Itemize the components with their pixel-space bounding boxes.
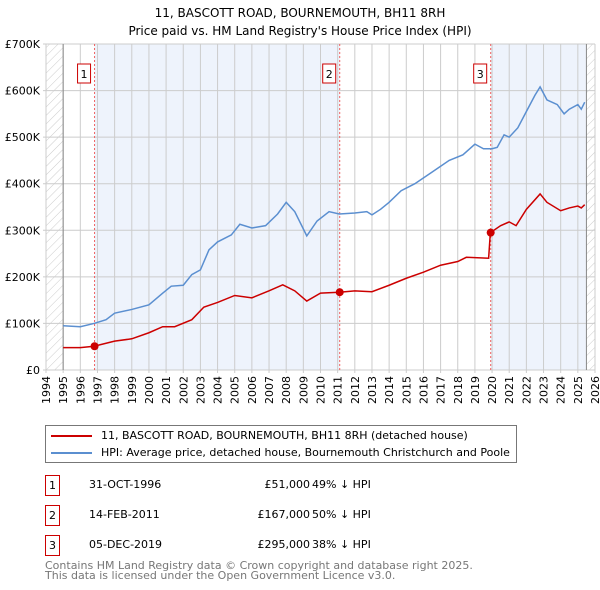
sale-price: £167,000	[257, 508, 311, 521]
y-tick-label: £600K	[5, 85, 41, 98]
x-tick-label: 2008	[280, 376, 293, 404]
sale-date: 31-OCT-1996	[89, 478, 162, 491]
footer-line: This data is licensed under the Open Gov…	[45, 569, 396, 582]
x-tick-label: 2021	[503, 376, 516, 404]
sale-row: 3 05-DEC-2019 £295,000 38% ↓ HPI	[45, 535, 445, 556]
sale-date: 14-FEB-2011	[89, 508, 160, 521]
sale-price: £51,000	[264, 478, 311, 491]
y-tick-label: £200K	[5, 271, 41, 284]
x-tick-label: 1996	[74, 376, 87, 404]
x-tick-label: 2025	[572, 376, 585, 404]
x-tick-label: 1994	[40, 376, 53, 404]
y-tick-label: £0	[26, 364, 40, 377]
x-tick-label: 2015	[400, 376, 413, 404]
x-tick-label: 1998	[109, 376, 122, 404]
sale-point	[90, 342, 99, 351]
hatched-region	[586, 44, 595, 370]
x-tick-label: 2003	[194, 376, 207, 404]
x-tick-label: 1997	[91, 376, 104, 404]
x-tick-label: 2019	[469, 376, 482, 404]
sale-hpi-diff: 38% ↓ HPI	[312, 538, 371, 551]
sale-point	[335, 288, 344, 297]
sale-badge: 2	[45, 505, 60, 526]
x-tick-label: 1999	[126, 376, 139, 404]
price-chart: 11, BASCOTT ROAD, BOURNEMOUTH, BH11 8RH …	[5, 6, 600, 404]
x-tick-label: 2018	[452, 376, 465, 404]
x-tick-label: 2005	[229, 376, 242, 404]
legend-swatch	[51, 434, 92, 437]
x-tick-label: 1995	[57, 376, 70, 404]
legend-label: 11, BASCOTT ROAD, BOURNEMOUTH, BH11 8RH …	[101, 429, 468, 442]
sale-hpi-diff: 50% ↓ HPI	[312, 508, 371, 521]
x-tick-label: 2002	[177, 376, 190, 404]
x-tick-label: 2001	[160, 376, 173, 404]
legend-item-hpi: HPI: Average price, detached house, Bour…	[51, 446, 510, 459]
sale-row: 1 31-OCT-1996 £51,000 49% ↓ HPI	[45, 475, 445, 496]
sale-marker-number: 3	[477, 68, 484, 81]
x-tick-label: 2000	[143, 376, 156, 404]
x-tick-label: 2013	[366, 376, 379, 404]
chart-subtitle: Price paid vs. HM Land Registry's House …	[128, 24, 471, 38]
x-tick-label: 2007	[263, 376, 276, 404]
x-tick-label: 2016	[417, 376, 430, 404]
x-tick-label: 2024	[555, 376, 568, 404]
y-tick-label: £300K	[5, 224, 41, 237]
x-tick-label: 2009	[297, 376, 310, 404]
sale-marker-badge	[322, 63, 337, 84]
sale-row: 2 14-FEB-2011 £167,000 50% ↓ HPI	[45, 505, 445, 526]
sale-badge: 3	[45, 535, 60, 556]
sale-marker-number: 1	[81, 68, 88, 81]
series-line	[63, 85, 586, 328]
sale-date: 05-DEC-2019	[89, 538, 163, 551]
sale-price: £295,000	[257, 538, 311, 551]
y-tick-label: £100K	[5, 317, 41, 330]
x-tick-label: 2023	[538, 376, 551, 404]
y-tick-label: £500K	[5, 131, 41, 144]
x-tick-label: 2022	[520, 376, 533, 404]
y-tick-label: £400K	[5, 178, 41, 191]
legend-item-property: 11, BASCOTT ROAD, BOURNEMOUTH, BH11 8RH …	[51, 429, 468, 442]
footer: Contains HM Land Registry data © Crown c…	[45, 559, 473, 582]
sale-hpi-diff: 49% ↓ HPI	[312, 478, 371, 491]
y-tick-label: £700K	[5, 38, 41, 51]
legend: 11, BASCOTT ROAD, BOURNEMOUTH, BH11 8RH …	[45, 425, 517, 463]
hatched-region	[46, 44, 64, 370]
legend-label: HPI: Average price, detached house, Bour…	[101, 446, 510, 459]
x-tick-label: 2010	[315, 376, 328, 404]
x-tick-label: 2012	[349, 376, 362, 404]
x-tick-label: 2011	[332, 376, 345, 404]
x-tick-label: 2006	[246, 376, 259, 404]
footer-line: Contains HM Land Registry data © Crown c…	[45, 559, 473, 572]
chart-title: 11, BASCOTT ROAD, BOURNEMOUTH, BH11 8RH	[155, 6, 446, 20]
series-line	[63, 192, 586, 349]
x-tick-label: 2014	[383, 376, 396, 404]
x-tick-label: 2004	[212, 376, 225, 404]
sale-point	[486, 228, 495, 237]
sale-marker-badge	[77, 63, 92, 84]
sale-marker-badge	[473, 63, 488, 84]
legend-swatch	[51, 451, 92, 454]
sale-badge: 1	[45, 475, 60, 496]
x-tick-label: 2026	[589, 376, 600, 404]
x-tick-label: 2020	[486, 376, 499, 404]
x-tick-label: 2017	[435, 376, 448, 404]
sale-marker-number: 2	[326, 68, 333, 81]
